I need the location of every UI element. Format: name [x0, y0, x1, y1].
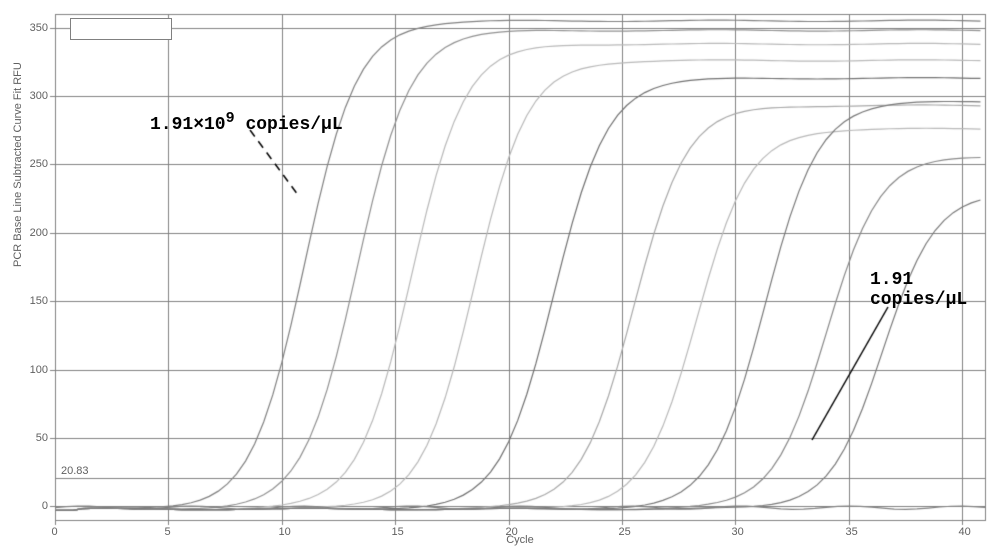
x-tick: 15	[392, 526, 404, 538]
x-tick: 5	[165, 526, 171, 538]
y-tick: 50	[36, 432, 48, 444]
chart-container: { "chart": { "type": "line", "width_px":…	[0, 0, 1000, 552]
y-tick: 0	[42, 500, 48, 512]
y-tick: 100	[30, 364, 48, 376]
annotation-0: 1.91×109 copies/μL	[150, 110, 343, 135]
y-tick: 250	[30, 158, 48, 170]
x-tick: 30	[732, 526, 744, 538]
x-tick: 35	[846, 526, 858, 538]
x-tick: 0	[52, 526, 58, 538]
annotation-1: 1.91copies/μL	[870, 270, 967, 310]
x-tick: 40	[959, 526, 971, 538]
x-tick: 20	[506, 526, 518, 538]
y-tick: 200	[30, 227, 48, 239]
y-axis-label: PCR Base Line Subtracted Curve Fit RFU	[12, 62, 24, 267]
amplification-plot	[0, 0, 1000, 552]
y-tick: 300	[30, 90, 48, 102]
x-tick: 25	[619, 526, 631, 538]
y-tick: 350	[30, 22, 48, 34]
legend-box	[70, 18, 172, 40]
threshold-label: 20.83	[61, 465, 89, 477]
x-tick: 10	[279, 526, 291, 538]
y-tick: 150	[30, 295, 48, 307]
